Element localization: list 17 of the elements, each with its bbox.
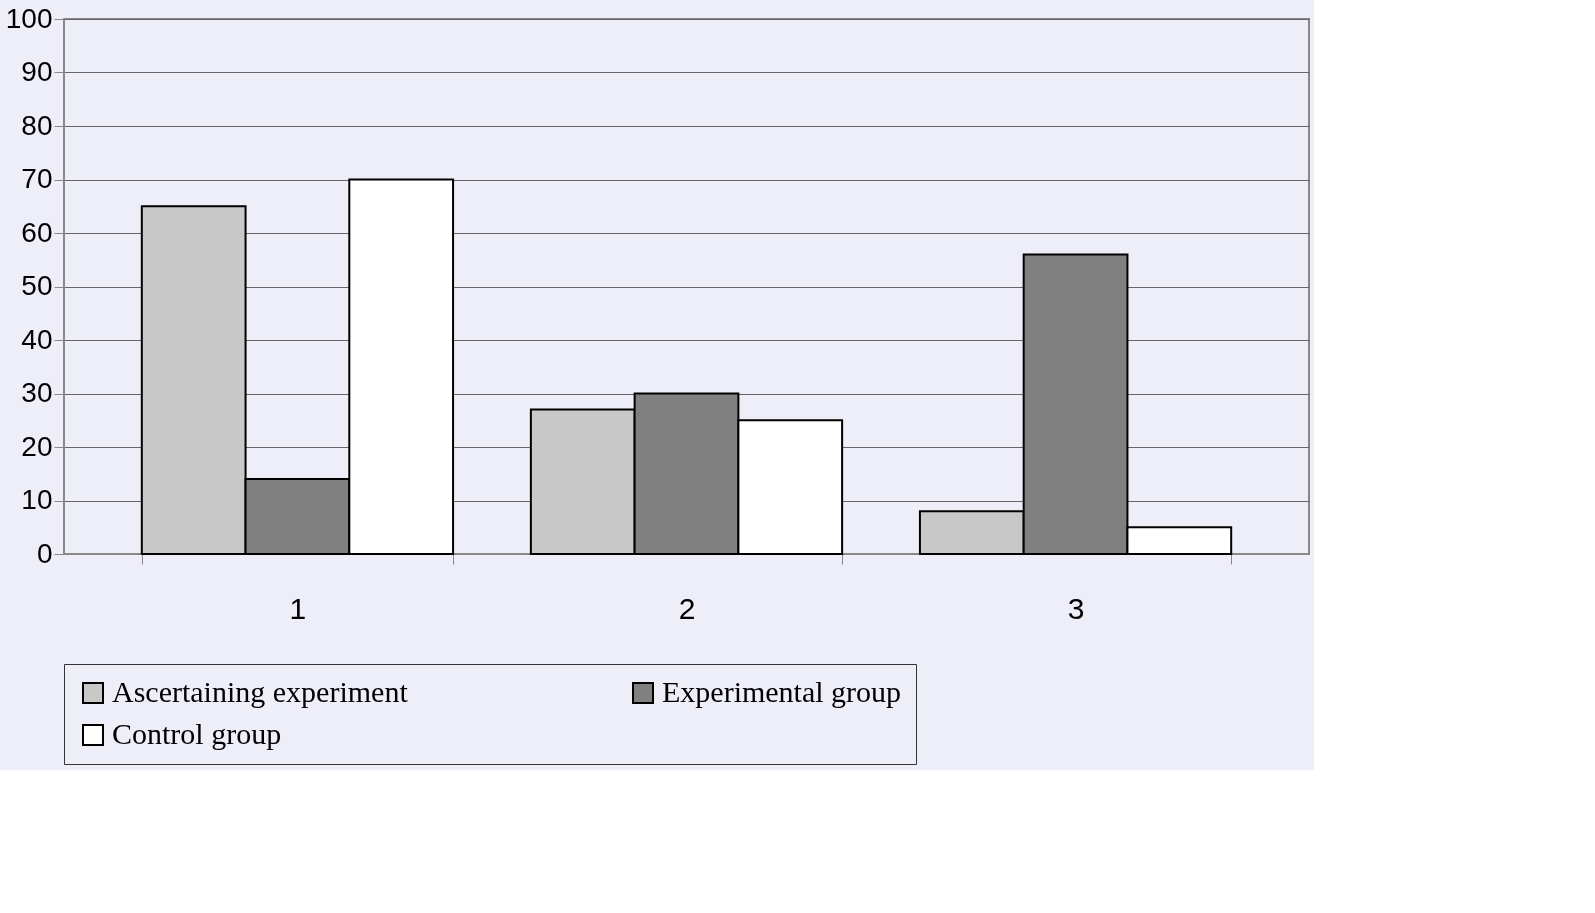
y-tick-label: 70 bbox=[21, 163, 53, 194]
y-tick-label: 0 bbox=[36, 537, 53, 569]
y-tick-label: 100 bbox=[5, 2, 53, 34]
x-tick-label: 1 bbox=[289, 591, 307, 625]
legend-label: Experimental group bbox=[662, 675, 902, 708]
y-tick-label: 30 bbox=[21, 377, 53, 408]
y-tick-label: 40 bbox=[21, 323, 53, 355]
y-tick-label: 80 bbox=[21, 109, 53, 141]
y-tick-label: 90 bbox=[21, 56, 53, 87]
y-tick-label: 20 bbox=[21, 430, 53, 462]
y-tick-label: 50 bbox=[21, 270, 53, 301]
y-tick-label: 10 bbox=[21, 484, 53, 515]
legend-label: Ascertaining experiment bbox=[112, 675, 409, 708]
x-tick-label: 3 bbox=[1067, 591, 1085, 625]
legend-label: Control group bbox=[112, 717, 282, 750]
x-tick-label: 2 bbox=[678, 591, 696, 625]
y-tick-label: 60 bbox=[21, 216, 53, 248]
